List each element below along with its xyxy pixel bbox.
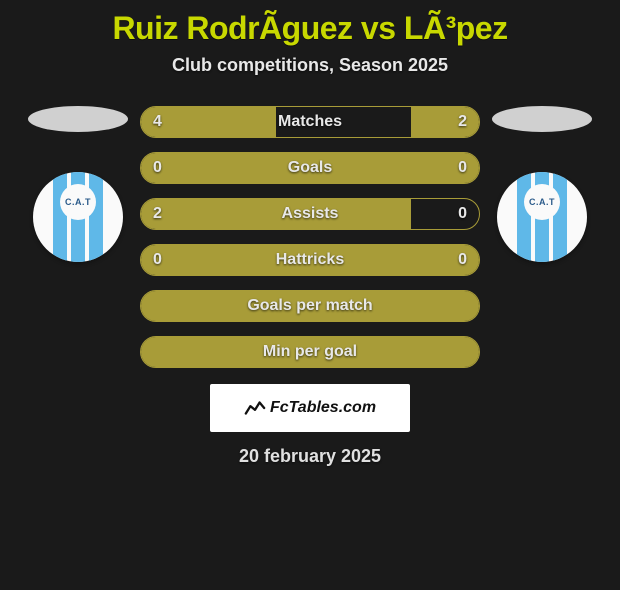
stat-value-left: 4 xyxy=(141,107,174,137)
flag-left xyxy=(28,106,128,132)
stat-value-left: 0 xyxy=(141,153,174,183)
stat-bars: 42Matches00Goals20Assists00HattricksGoal… xyxy=(140,106,480,368)
stat-row-hattricks: 00Hattricks xyxy=(140,244,480,276)
stat-value-right: 0 xyxy=(446,245,479,275)
player-left-column: C.A.T xyxy=(28,106,128,262)
bar-fill-left xyxy=(141,199,411,229)
stat-value-right: 2 xyxy=(446,107,479,137)
club-initials-left: C.A.T xyxy=(60,184,96,220)
comparison-panel: C.A.T 42Matches00Goals20Assists00Hattric… xyxy=(0,106,620,368)
flag-right xyxy=(492,106,592,132)
stat-value-left: 2 xyxy=(141,199,174,229)
player-right-column: C.A.T xyxy=(492,106,592,262)
stat-value-right: 0 xyxy=(446,199,479,229)
bar-fill-left xyxy=(141,245,479,275)
club-badge-right: C.A.T xyxy=(497,172,587,262)
bar-fill xyxy=(141,291,479,321)
stat-row-goals-per-match: Goals per match xyxy=(140,290,480,322)
page-subtitle: Club competitions, Season 2025 xyxy=(0,55,620,76)
watermark-text: FcTables.com xyxy=(270,399,376,417)
stat-row-matches: 42Matches xyxy=(140,106,480,138)
footer-date: 20 february 2025 xyxy=(0,446,620,467)
stat-value-right: 0 xyxy=(446,153,479,183)
stat-row-goals: 00Goals xyxy=(140,152,480,184)
stat-row-assists: 20Assists xyxy=(140,198,480,230)
club-initials-right: C.A.T xyxy=(524,184,560,220)
watermark: FcTables.com xyxy=(210,384,410,432)
bar-fill xyxy=(141,337,479,367)
chart-line-icon xyxy=(244,397,266,419)
club-badge-left: C.A.T xyxy=(33,172,123,262)
page-title: Ruiz RodrÃ­guez vs LÃ³pez xyxy=(0,10,620,47)
stat-value-left: 0 xyxy=(141,245,174,275)
stat-row-min-per-goal: Min per goal xyxy=(140,336,480,368)
bar-fill-left xyxy=(141,153,479,183)
